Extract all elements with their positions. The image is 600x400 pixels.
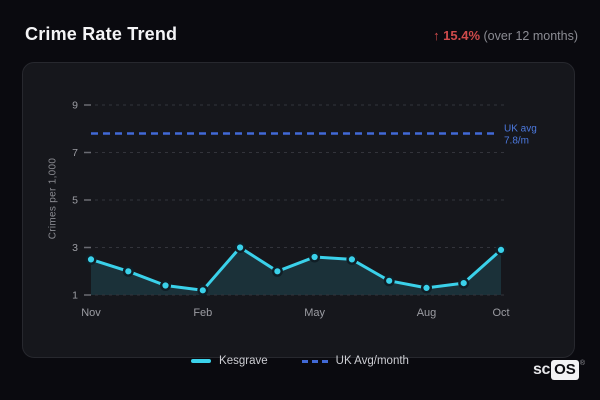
data-point <box>421 282 433 294</box>
solid-line-swatch-icon <box>191 359 212 363</box>
chart-legend: Kesgrave UK Avg/month <box>0 352 600 370</box>
trend-change-value: 15.4% <box>443 28 481 43</box>
legend-label: UK Avg/month <box>335 355 409 367</box>
data-point <box>85 253 97 265</box>
x-tick-label: Aug <box>417 307 437 319</box>
logo-text-sc: sc <box>532 361 551 378</box>
y-tick-label: 5 <box>72 195 78 207</box>
x-tick-label: May <box>304 307 325 319</box>
data-point <box>346 253 358 265</box>
data-point <box>309 251 321 263</box>
uk-avg-label: UK avg <box>504 124 537 135</box>
trend-line <box>89 246 503 292</box>
registered-mark: ® <box>579 360 585 367</box>
legend-label: Kesgrave <box>219 355 268 367</box>
data-point <box>271 265 283 277</box>
x-tick-label: Feb <box>193 307 212 319</box>
data-point <box>122 265 134 277</box>
y-tick-label: 1 <box>72 290 78 302</box>
data-point <box>383 275 395 287</box>
y-tick-label: 7 <box>72 147 78 159</box>
legend-item-kesgrave[interactable]: Kesgrave <box>191 355 268 367</box>
dashed-line-swatch-icon <box>301 359 328 363</box>
widget-header: Crime Rate Trend ↑ 15.4% (over 12 months… <box>25 24 578 45</box>
uk-avg-label: 7.8/m <box>504 136 529 147</box>
y-axis-title: Crimes per 1,000 <box>47 157 59 240</box>
area-fill <box>91 247 501 295</box>
trend-change: ↑ 15.4% (over 12 months) <box>433 28 578 43</box>
chart-card <box>22 62 575 358</box>
data-point <box>495 244 507 256</box>
logo-text-os: OS <box>551 360 579 380</box>
trend-up-arrow-icon: ↑ <box>433 28 440 43</box>
y-tick-label: 3 <box>72 242 78 254</box>
trend-change-period: (over 12 months) <box>483 29 578 43</box>
page-title: Crime Rate Trend <box>25 24 178 44</box>
data-point <box>197 284 209 296</box>
x-tick-label: Nov <box>81 307 101 319</box>
legend-item-uk-avg[interactable]: UK Avg/month <box>301 355 409 367</box>
data-point <box>159 279 171 291</box>
x-tick-label: Oct <box>492 307 509 319</box>
y-tick-label: 9 <box>72 100 78 112</box>
data-point <box>234 241 246 253</box>
scos-logo: sc OS ® <box>533 360 585 380</box>
data-point <box>458 277 470 289</box>
